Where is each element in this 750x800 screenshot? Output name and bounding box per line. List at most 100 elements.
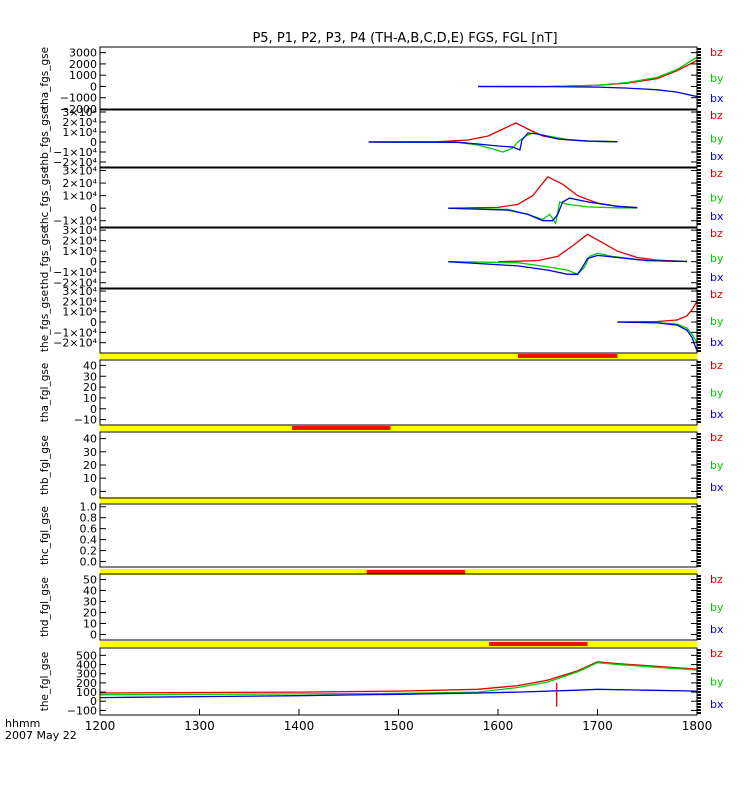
- panel-frame: [99, 647, 698, 716]
- y-tick-label: −2×10⁴: [53, 337, 97, 350]
- right-edge-ticks: [697, 575, 701, 640]
- x-tick-label: 1600: [483, 719, 514, 733]
- y-tick-label: 30: [83, 596, 97, 609]
- series-line-bx: [617, 321, 697, 352]
- flag-bar-the: [100, 641, 697, 647]
- legend-bx: bx: [710, 698, 724, 711]
- series-line-bz: [617, 301, 697, 323]
- series-line-by: [617, 321, 697, 344]
- x-tick-label: 1300: [184, 719, 215, 733]
- y-tick-label: 3×10⁴: [62, 165, 97, 178]
- legend-bz: bz: [710, 288, 723, 301]
- y-axis-label: the_fgl_gse: [39, 652, 51, 712]
- y-tick-label: −2000: [60, 103, 97, 116]
- y-tick-label: 40: [83, 433, 97, 446]
- legend-by: by: [710, 252, 724, 265]
- y-axis-label: tha_fgl_gse: [39, 363, 51, 423]
- y-tick-label: 300: [76, 668, 97, 681]
- y-tick-label: 400: [76, 659, 97, 672]
- panel-series-the_fgl_gse: [100, 661, 697, 707]
- y-tick-label: −1×10⁴: [53, 326, 97, 339]
- flag-segment-tha: [517, 354, 618, 358]
- y-tick-label: 0: [90, 485, 97, 498]
- y-axis-label: thc_fgs_gse: [39, 167, 51, 228]
- y-tick-label: 0: [90, 629, 97, 642]
- x-tick-label: 1400: [284, 719, 315, 733]
- y-tick-label: 20: [83, 607, 97, 620]
- x-axis-label-date: 2007 May 22: [5, 729, 77, 742]
- right-edge-ticks: [697, 505, 701, 567]
- y-axis-label: thd_fgl_gse: [39, 577, 51, 637]
- legend-by: by: [710, 192, 724, 205]
- legend-bz: bz: [710, 109, 723, 122]
- flag-bar-thc: [100, 497, 697, 503]
- legend-bx: bx: [710, 92, 724, 105]
- y-tick-label: 1×10⁴: [62, 190, 97, 203]
- legend-by: by: [710, 133, 724, 146]
- y-tick-label: −100: [67, 704, 97, 717]
- y-tick-label: 0: [90, 256, 97, 269]
- right-edge-ticks: [697, 361, 701, 423]
- y-tick-label: −2×10⁴: [53, 277, 97, 290]
- y-tick-label: −1×10⁴: [53, 266, 97, 279]
- x-tick-label: 1200: [85, 719, 116, 733]
- y-tick-label: 0: [90, 202, 97, 215]
- y-axis-label: the_fgs_gse: [39, 290, 51, 352]
- y-tick-label: 40: [83, 359, 97, 372]
- series-line-bx: [448, 197, 638, 222]
- y-tick-label: 1000: [69, 69, 97, 82]
- y-tick-label: 200: [76, 677, 97, 690]
- legend-bz: bz: [710, 167, 723, 180]
- legend-by: by: [710, 387, 724, 400]
- legend-bx: bx: [710, 408, 724, 421]
- y-tick-label: 0: [90, 80, 97, 93]
- panel-frame: [99, 503, 698, 568]
- legend-bx: bx: [710, 271, 724, 284]
- x-axis: 1200 1300 1400 1500 1600 1700 1800: [85, 709, 713, 733]
- panel-series-thc_fgs_gse: [448, 175, 638, 225]
- legend-bx: bx: [710, 150, 724, 163]
- y-tick-label: 30: [83, 370, 97, 383]
- legend-bx: bx: [710, 481, 724, 494]
- y-axis-label: thb_fgl_gse: [39, 435, 51, 495]
- y-tick-label: 2000: [69, 58, 97, 71]
- legend-bz: bz: [710, 227, 723, 240]
- flag-segment-the: [489, 642, 588, 646]
- series-line-by: [478, 56, 697, 88]
- legend-by: by: [710, 315, 724, 328]
- y-tick-label: 3×10⁴: [62, 285, 97, 298]
- panel-series-tha_fgs_gse: [478, 56, 697, 98]
- legend-bz: bz: [710, 647, 723, 660]
- legend-bz: bz: [710, 359, 723, 372]
- y-tick-label: 1×10⁴: [62, 306, 97, 319]
- legend-by: by: [710, 459, 724, 472]
- x-tick-label: 1800: [682, 719, 713, 733]
- y-tick-label: 1×10⁴: [62, 245, 97, 258]
- y-tick-label: 0: [90, 136, 97, 149]
- x-tick-label: 1500: [383, 719, 414, 733]
- series-line-bx: [100, 688, 697, 699]
- y-tick-label: 3000: [69, 47, 97, 60]
- y-tick-label: 0.6: [80, 523, 98, 536]
- series-line-by: [100, 662, 697, 696]
- series-line-bz: [497, 233, 688, 263]
- y-tick-label: 10: [83, 392, 97, 405]
- y-tick-label: 0.0: [80, 556, 98, 569]
- panel-series-thb_fgs_gse: [368, 122, 618, 153]
- right-edge-ticks: [697, 169, 701, 225]
- panel-series-thd_fgs_gse: [448, 233, 688, 276]
- flag-segment-thd: [366, 570, 466, 574]
- panel-frame: [99, 573, 698, 641]
- series-line-bx: [368, 132, 618, 151]
- x-tick-label: 1700: [582, 719, 613, 733]
- legend-bx: bx: [710, 336, 724, 349]
- y-tick-label: 0: [90, 403, 97, 416]
- panel-thc_fgl_gse: 1.00.80.60.40.20.0 thc_fgl_gse: [39, 501, 701, 569]
